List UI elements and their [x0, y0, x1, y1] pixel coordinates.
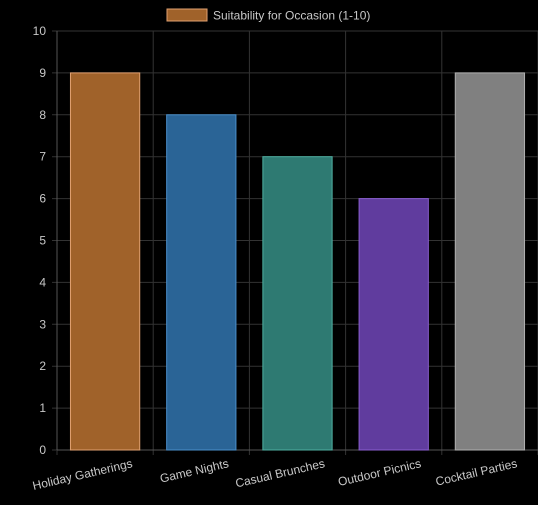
x-tick-label: Holiday Gatherings	[31, 456, 134, 493]
x-tick-label: Outdoor Picnics	[337, 456, 423, 489]
y-axis-ticks: 0 1 2 3 4 5 6 7 8 9 10	[33, 24, 47, 457]
legend-swatch[interactable]	[166, 8, 208, 22]
x-axis-ticks: Holiday Gatherings Game Nights Casual Brun…	[31, 456, 518, 493]
bar[interactable]	[454, 72, 526, 451]
x-tick-label: Casual Brunches	[234, 456, 326, 490]
bar[interactable]	[166, 114, 237, 451]
y-tick-label: 1	[39, 401, 46, 415]
x-tick-label: Cocktail Parties	[434, 456, 518, 488]
legend[interactable]: Suitability for Occasion (1-10)	[166, 8, 370, 23]
legend-label[interactable]: Suitability for Occasion (1-10)	[213, 9, 370, 23]
y-tick-label: 9	[39, 66, 46, 80]
y-tick-label: 7	[39, 150, 46, 164]
y-tick-label: 0	[39, 443, 46, 457]
y-tick-label: 8	[39, 108, 46, 122]
bar[interactable]	[358, 198, 429, 451]
x-tick-label: Game Nights	[159, 456, 230, 485]
y-tick-label: 3	[39, 317, 46, 331]
y-tick-label: 5	[39, 234, 46, 248]
y-tick-label: 4	[39, 275, 46, 289]
bar[interactable]	[262, 156, 333, 451]
y-tick-label: 10	[33, 24, 47, 38]
bars	[69, 72, 526, 451]
y-tick-label: 6	[39, 192, 46, 206]
y-tick-label: 2	[39, 359, 46, 373]
bar[interactable]	[69, 72, 141, 451]
